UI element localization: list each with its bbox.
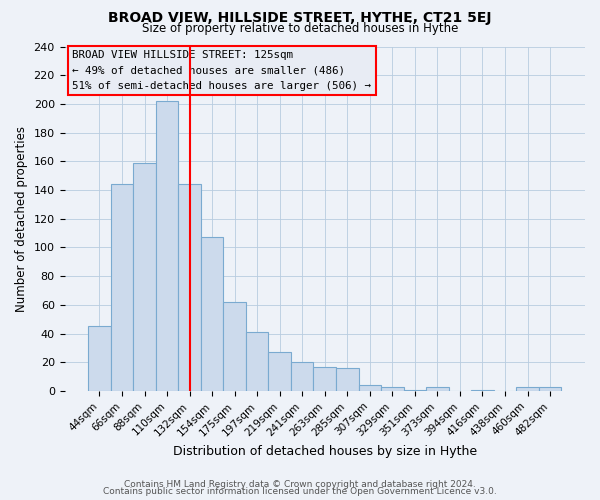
Text: Contains public sector information licensed under the Open Government Licence v3: Contains public sector information licen… — [103, 488, 497, 496]
Bar — [313, 366, 336, 391]
Bar — [291, 362, 313, 391]
Bar — [426, 386, 449, 391]
Bar — [111, 184, 133, 391]
Bar — [268, 352, 291, 391]
Text: Size of property relative to detached houses in Hythe: Size of property relative to detached ho… — [142, 22, 458, 35]
Bar — [156, 101, 178, 391]
Text: Contains HM Land Registry data © Crown copyright and database right 2024.: Contains HM Land Registry data © Crown c… — [124, 480, 476, 489]
Bar — [88, 326, 111, 391]
X-axis label: Distribution of detached houses by size in Hythe: Distribution of detached houses by size … — [173, 444, 477, 458]
Bar — [404, 390, 426, 391]
Text: BROAD VIEW HILLSIDE STREET: 125sqm
← 49% of detached houses are smaller (486)
51: BROAD VIEW HILLSIDE STREET: 125sqm ← 49%… — [73, 50, 371, 91]
Bar — [381, 386, 404, 391]
Bar — [471, 390, 494, 391]
Bar — [133, 163, 156, 391]
Bar — [201, 238, 223, 391]
Bar — [516, 386, 539, 391]
Bar — [178, 184, 201, 391]
Bar — [223, 302, 246, 391]
Bar — [539, 386, 562, 391]
Bar — [359, 385, 381, 391]
Y-axis label: Number of detached properties: Number of detached properties — [15, 126, 28, 312]
Bar — [336, 368, 359, 391]
Bar — [246, 332, 268, 391]
Text: BROAD VIEW, HILLSIDE STREET, HYTHE, CT21 5EJ: BROAD VIEW, HILLSIDE STREET, HYTHE, CT21… — [108, 11, 492, 25]
